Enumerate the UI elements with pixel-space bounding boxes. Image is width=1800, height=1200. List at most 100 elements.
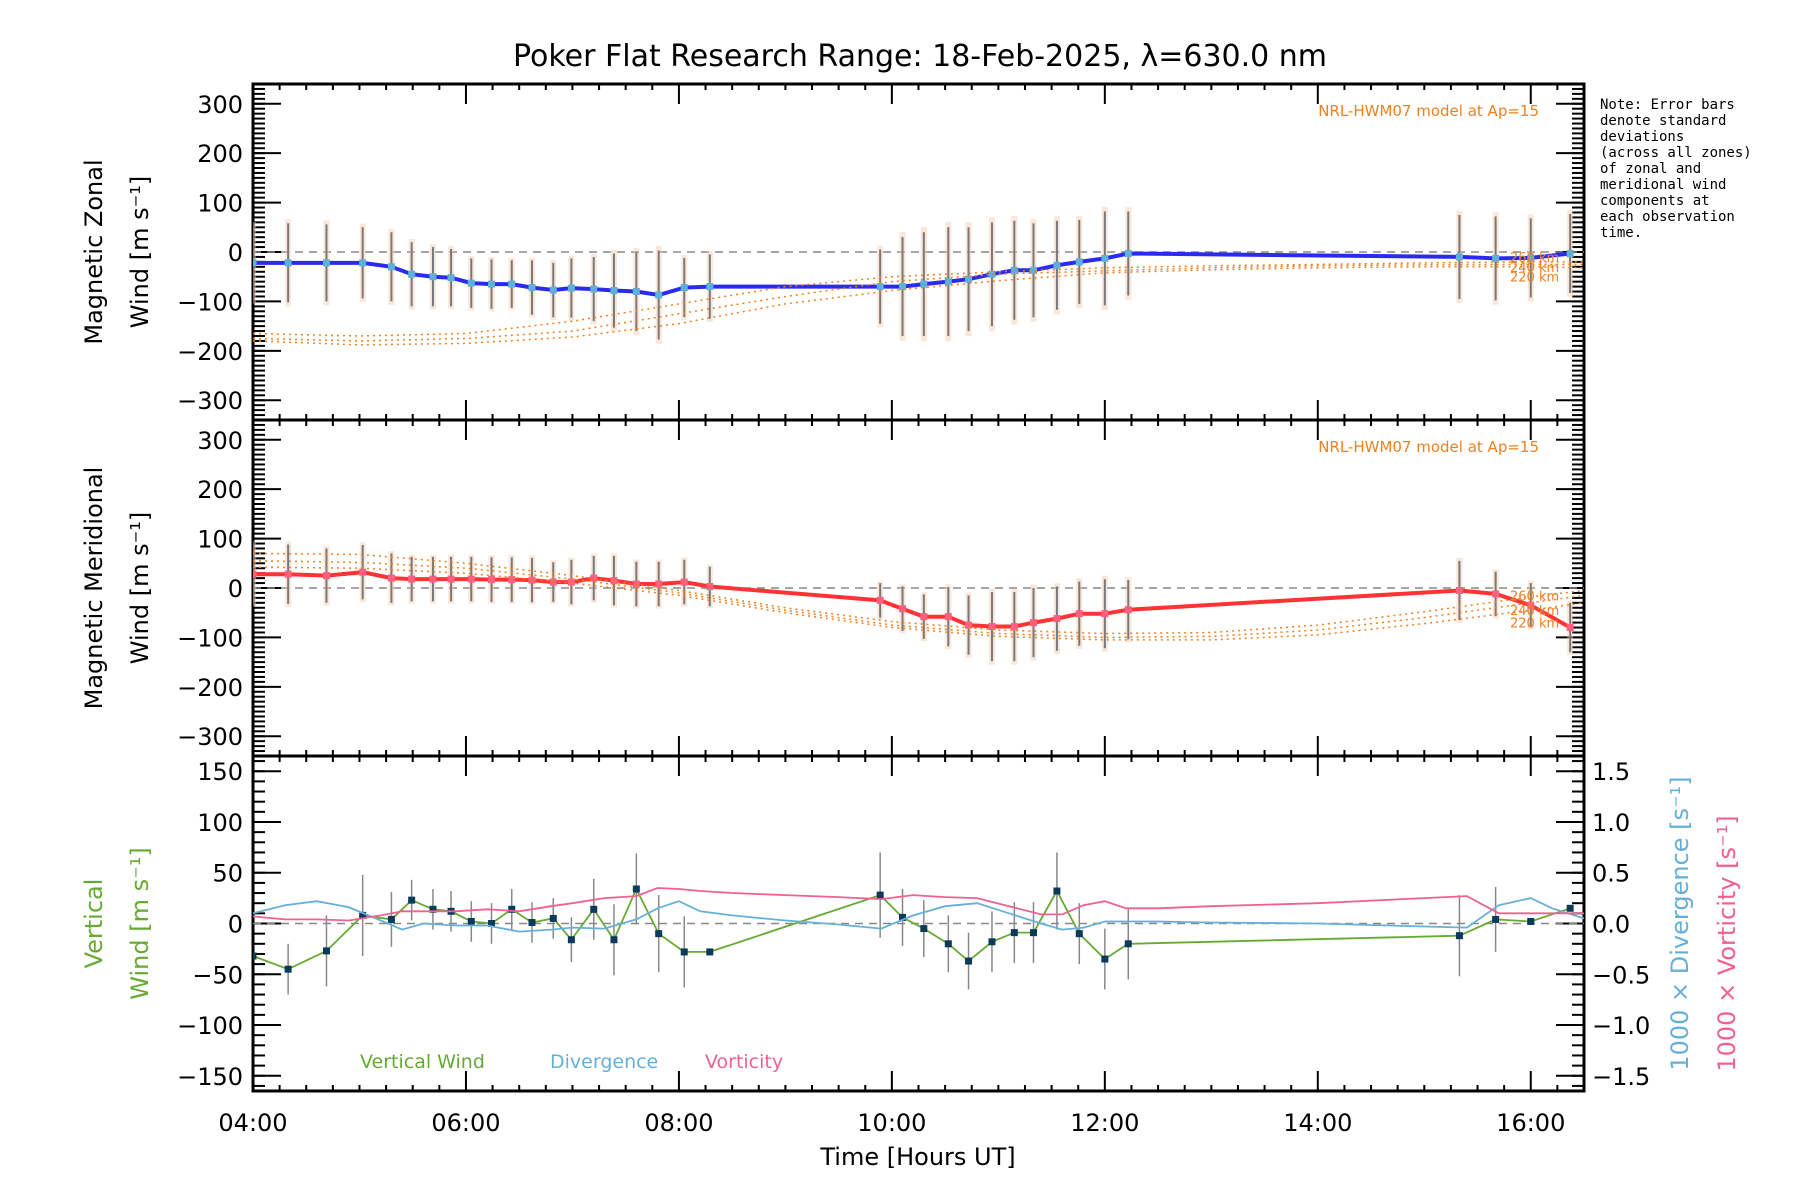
data-point: [655, 580, 663, 588]
panels: 300 200 100 0 −100 −200 −300 Magnetic Zonal Wind…: [80, 82, 1741, 1137]
y2-tick-label: 1.0: [1592, 809, 1630, 837]
data-point: [567, 936, 575, 944]
y2-tick-label: −0.5: [1592, 961, 1650, 989]
data-point: [1010, 929, 1018, 937]
data-point: [1029, 619, 1037, 627]
data-point: [655, 291, 663, 299]
y-tick-label: 300: [197, 91, 243, 119]
data-point: [1010, 623, 1018, 631]
y-tick-label: 0: [228, 575, 243, 603]
data-point: [965, 621, 973, 629]
data-point: [322, 947, 330, 955]
x-tick-label: 10:00: [857, 1109, 926, 1137]
data-point: [899, 283, 907, 291]
y-tick-label: 150: [197, 758, 243, 786]
data-point: [1029, 266, 1037, 274]
data-point: [408, 575, 416, 583]
y-tick-label: −300: [177, 723, 243, 751]
y-tick-label: 100: [197, 809, 243, 837]
y-axis-label-line1: Magnetic Meridional: [80, 467, 108, 710]
data-point: [1566, 249, 1574, 257]
y-tick-label: 50: [212, 860, 243, 888]
data-point: [680, 948, 688, 956]
y-tick-label: 200: [197, 140, 243, 168]
data-point: [1492, 590, 1500, 598]
error-bar-note: Note: Error bars denote standard deviati…: [1600, 97, 1752, 241]
data-point: [528, 918, 536, 926]
data-point: [1527, 917, 1535, 925]
x-tick-label: 06:00: [431, 1109, 500, 1137]
data-point: [590, 905, 598, 913]
data-point: [359, 568, 367, 576]
data-point: [549, 914, 557, 922]
data-point: [1527, 254, 1535, 262]
data-point: [1075, 258, 1083, 266]
data-point: [988, 623, 996, 631]
panel-zonal: 300 200 100 0 −100 −200 −300 Magnetic Zonal Wind…: [80, 82, 1586, 422]
data-point: [1029, 929, 1037, 937]
data-point: [1492, 915, 1500, 923]
x-tick-label: 04:00: [218, 1109, 287, 1137]
data-point: [284, 965, 292, 973]
data-point: [590, 285, 598, 293]
data-point: [528, 576, 536, 584]
data-point: [876, 283, 884, 291]
data-point: [488, 280, 496, 288]
data-point: [1527, 601, 1535, 609]
data-point: [1010, 266, 1018, 274]
x-tick-label: 14:00: [1283, 1109, 1352, 1137]
data-point: [359, 259, 367, 267]
data-point: [632, 288, 640, 296]
data-point: [988, 270, 996, 278]
data-point: [387, 263, 395, 271]
y2-tick-label: −1.5: [1592, 1063, 1650, 1091]
y-axis-label-line2: Wind [m s⁻¹]: [126, 176, 154, 328]
y2-axis-label-vorticity: 1000 × Vorticity [s⁻¹]: [1713, 815, 1741, 1071]
data-point: [528, 284, 536, 292]
x-tick-label: 08:00: [644, 1109, 713, 1137]
y-tick-label: 0: [228, 239, 243, 267]
data-point: [1566, 904, 1574, 912]
legend-item: Divergence: [550, 1051, 658, 1073]
data-point: [359, 911, 367, 919]
y2-axis-label-divergence: 1000 × Divergence [s⁻¹]: [1666, 776, 1694, 1070]
data-point: [944, 940, 952, 948]
data-point: [429, 273, 437, 281]
data-point: [1566, 624, 1574, 632]
data-point: [387, 574, 395, 582]
y-axis-label-line2: Wind [m s⁻¹]: [126, 512, 154, 664]
chart-title: Poker Flat Research Range: 18-Feb-2025, …: [513, 39, 1327, 74]
y-tick-label: 200: [197, 476, 243, 504]
data-point: [447, 575, 455, 583]
series-line-meridional-wind: [253, 570, 1572, 630]
series-line-hwm07-260-km: [253, 261, 1584, 337]
panel-meridional: 300 200 100 0 −100 −200 −300 Magnetic Meridiona…: [80, 418, 1586, 758]
data-point: [1053, 261, 1061, 269]
y-tick-label: 300: [197, 427, 243, 455]
data-point: [387, 915, 395, 923]
y2-tick-label: −1.0: [1592, 1012, 1650, 1040]
data-point: [1101, 610, 1109, 618]
y-tick-label: −200: [177, 338, 243, 366]
data-point: [408, 896, 416, 904]
y-tick-label: 100: [197, 526, 243, 554]
data-point: [467, 917, 475, 925]
model-altitude-label: 240 km: [1510, 604, 1559, 619]
data-point: [899, 605, 907, 613]
data-point: [253, 952, 257, 960]
data-point: [899, 913, 907, 921]
data-point: [253, 259, 257, 267]
data-point: [508, 280, 516, 288]
y-tick-label: 100: [197, 190, 243, 218]
data-point: [322, 572, 330, 580]
series-line-hwm07-240-km: [253, 263, 1584, 342]
data-point: [920, 280, 928, 288]
y-axis-label-line1: Magnetic Zonal: [80, 159, 108, 344]
y-axis-label-line1: Vertical: [80, 879, 108, 969]
data-point: [1075, 930, 1083, 938]
data-point: [1455, 932, 1463, 940]
data-point: [1101, 254, 1109, 262]
data-point: [467, 575, 475, 583]
data-point: [429, 905, 437, 913]
data-point: [610, 577, 618, 585]
